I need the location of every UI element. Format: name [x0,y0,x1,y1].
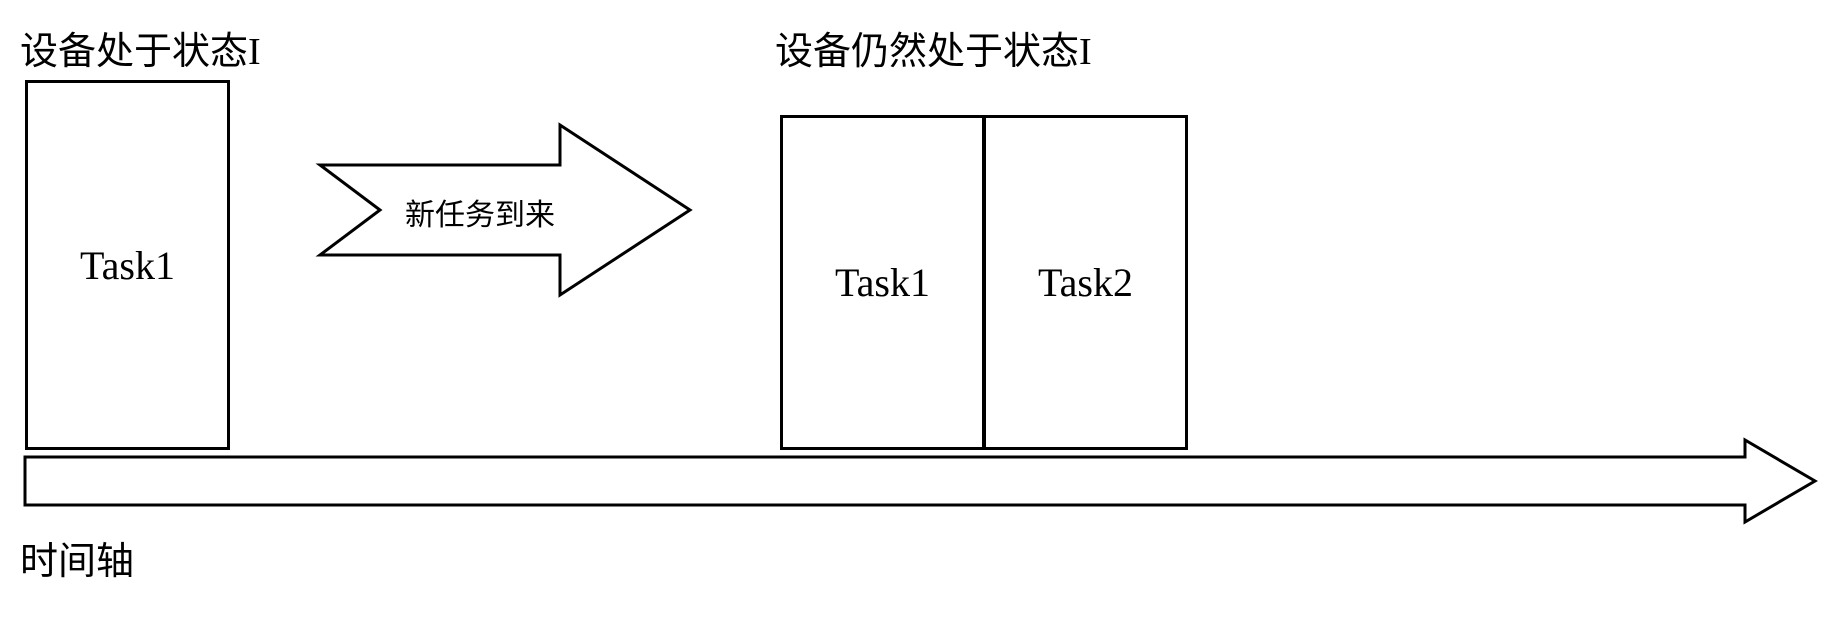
state-label-left-text: 设备处于状态I [20,31,261,73]
timeline-arrow-icon [25,450,1815,512]
new-task-arrow-label: 新任务到来 [405,190,555,234]
task-box-1-right-label: Task1 [835,259,930,306]
task-box-1-left: Task1 [25,80,230,450]
timeline-axis-label: 时间轴 [20,530,134,585]
task-box-2-label: Task2 [1038,259,1133,306]
state-label-right-text: 设备仍然处于状态I [775,31,1092,73]
task-box-2: Task2 [983,115,1188,450]
timeline-axis-text: 时间轴 [20,541,134,583]
state-label-right: 设备仍然处于状态I [775,20,1092,75]
state-label-left: 设备处于状态I [20,20,261,75]
timeline-diagram: 设备处于状态I 设备仍然处于状态I Task1 新任务到来 Task1 Task… [20,20,1820,610]
task-box-1-right: Task1 [780,115,985,450]
new-task-arrow-text: 新任务到来 [405,199,555,232]
task-box-1-left-label: Task1 [80,242,175,289]
